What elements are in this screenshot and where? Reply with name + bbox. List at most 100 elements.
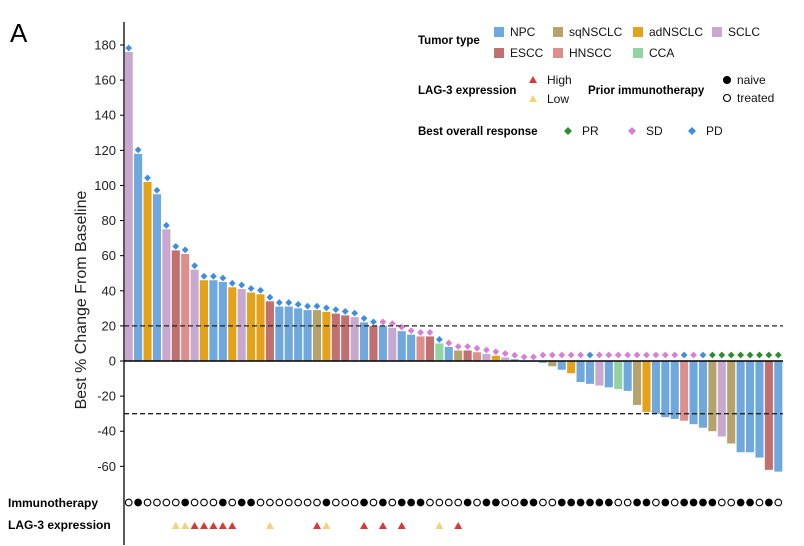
legend-response-pd-marker — [688, 127, 696, 135]
immunotherapy-naive-marker — [661, 498, 670, 507]
legend-lag3-high-label: High — [547, 73, 572, 87]
response-marker-sd — [624, 351, 632, 359]
response-marker-pd — [699, 351, 707, 359]
immunotherapy-row-label: Immunotherapy — [8, 496, 98, 510]
response-marker-pd — [275, 299, 283, 306]
response-marker-sd — [643, 351, 650, 359]
immunotherapy-treated-marker — [209, 498, 218, 507]
bar-escc — [764, 361, 773, 470]
bar-npc — [134, 153, 143, 361]
y-tick-label: 0 — [109, 354, 116, 369]
response-marker-sd — [633, 351, 641, 359]
immunotherapy-naive-marker — [529, 498, 538, 507]
bar-escc — [341, 315, 350, 361]
immunotherapy-naive-marker — [520, 498, 528, 507]
legend-swatch-escc — [494, 48, 504, 58]
y-tick-label: 120 — [94, 143, 116, 158]
bar-sclc — [388, 327, 397, 361]
bar-npc — [661, 361, 670, 418]
y-tick-label: 80 — [102, 213, 116, 228]
legend-response-sd-marker — [628, 127, 636, 135]
immunotherapy-naive-marker — [237, 498, 246, 507]
bar-hnscc — [472, 352, 482, 361]
bar-hnscc — [181, 253, 190, 361]
bar-npc — [623, 361, 632, 391]
y-tick-label: 100 — [94, 178, 116, 193]
response-marker-sd — [567, 351, 575, 359]
immunotherapy-naive-marker — [134, 498, 142, 507]
immunotherapy-treated-marker — [153, 498, 161, 507]
bar-adnsclc — [247, 292, 256, 361]
legend-label-hnscc: HNSCC — [569, 46, 612, 60]
response-marker-pd — [586, 351, 594, 359]
immunotherapy-treated-marker — [341, 498, 350, 507]
legend-swatch-cca — [633, 48, 643, 58]
immunotherapy-treated-marker — [350, 498, 359, 507]
response-marker-sd — [614, 351, 622, 359]
bar-escc — [265, 301, 274, 361]
immunotherapy-treated-marker — [275, 498, 284, 507]
immunotherapy-naive-marker — [407, 498, 415, 507]
immunotherapy-naive-marker — [765, 498, 773, 507]
response-marker-pd — [172, 243, 180, 250]
bar-npc — [585, 361, 595, 384]
immunotherapy-naive-marker — [567, 498, 576, 507]
bar-escc — [463, 350, 472, 361]
legend-response-pd-label: PD — [706, 124, 723, 138]
response-marker-pd — [313, 302, 321, 310]
legend-swatch-npc — [494, 27, 504, 37]
response-marker-pd — [134, 146, 142, 154]
lag3-high-marker — [312, 522, 321, 529]
bar-npc — [360, 322, 369, 361]
immunotherapy-treated-marker — [143, 498, 152, 507]
immunotherapy-treated-marker — [501, 498, 510, 507]
immunotherapy-naive-marker — [219, 498, 227, 507]
immunotherapy-naive-marker — [708, 498, 717, 507]
response-marker-sd — [501, 350, 509, 357]
bar-npc — [303, 310, 312, 361]
y-tick-label: -40 — [97, 424, 116, 439]
immunotherapy-naive-marker — [699, 498, 707, 507]
bar-npc — [755, 361, 764, 458]
response-marker-pd — [238, 281, 246, 289]
y-axis-label: Best % Change From Baseline — [73, 191, 90, 410]
immunotherapy-treated-marker — [369, 498, 378, 507]
lag3-low-marker — [322, 522, 331, 529]
response-marker-pd — [257, 286, 264, 294]
immunotherapy-naive-marker — [557, 498, 566, 507]
legend-swatch-hnscc — [553, 48, 563, 58]
immunotherapy-treated-marker — [444, 498, 453, 507]
y-tick-label: 180 — [94, 38, 116, 53]
lag3-high-marker — [218, 522, 227, 529]
response-marker-pd — [125, 44, 133, 52]
immunotherapy-treated-marker — [614, 498, 623, 507]
response-marker-sd — [671, 351, 679, 359]
immunotherapy-naive-marker — [416, 498, 425, 507]
bar-npc — [576, 361, 585, 383]
response-marker-pr — [718, 351, 726, 359]
bar-adnsclc — [322, 311, 331, 361]
legend-prior-naive-label: naive — [737, 73, 766, 87]
response-marker-sd — [548, 351, 556, 359]
response-marker-sd — [652, 351, 660, 359]
immunotherapy-naive-marker — [689, 498, 698, 507]
bar-npc — [378, 325, 387, 361]
immunotherapy-treated-marker — [473, 498, 481, 507]
response-marker-sd — [661, 351, 669, 359]
legend-prior-title: Prior immunotherapy — [588, 85, 705, 97]
response-marker-sd — [577, 351, 584, 359]
bar-npc — [698, 361, 708, 428]
immunotherapy-naive-marker — [680, 498, 689, 507]
response-marker-sd — [520, 353, 528, 361]
bar-cca — [435, 343, 444, 361]
response-marker-pd — [332, 306, 340, 313]
bar-cca — [614, 361, 623, 390]
legend-lag3-low-marker — [529, 95, 537, 102]
legend-response-pr-marker — [564, 127, 572, 135]
lag3-low-marker — [435, 522, 444, 529]
bar-npc — [209, 280, 218, 361]
response-marker-sd — [426, 329, 434, 336]
immunotherapy-naive-marker — [642, 498, 651, 507]
bar-npc — [444, 346, 453, 361]
bar-escc — [369, 325, 378, 361]
